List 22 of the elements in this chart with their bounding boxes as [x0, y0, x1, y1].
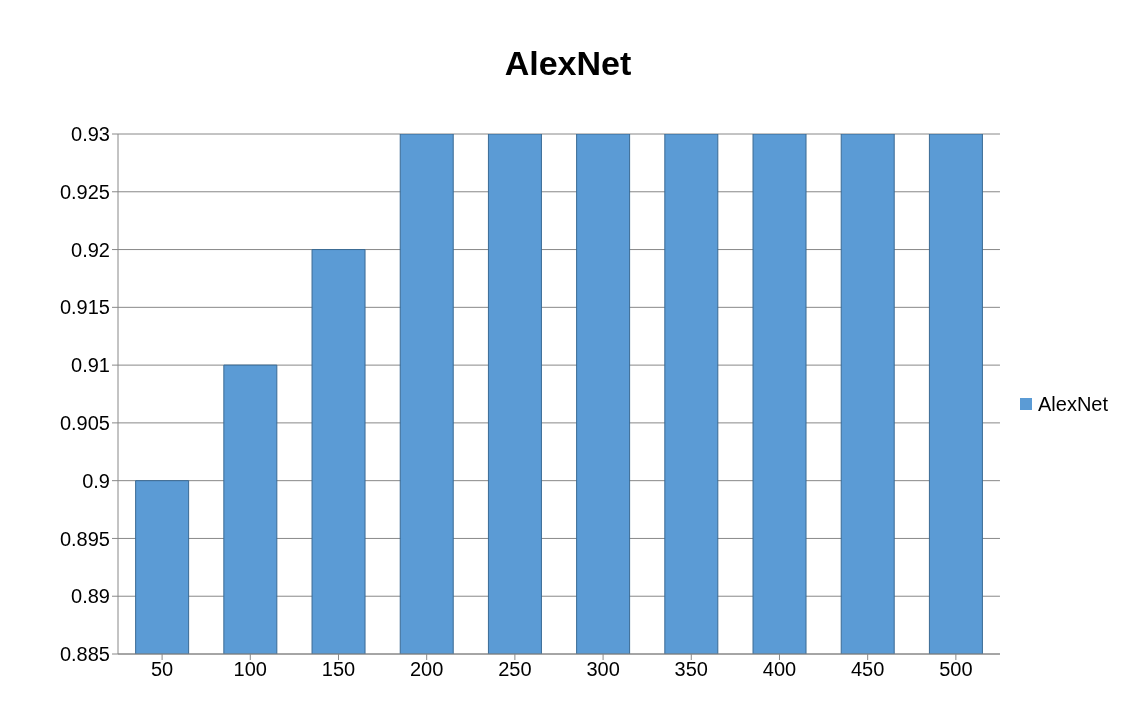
- y-tick-label: 0.92: [71, 238, 110, 261]
- chart-title: AlexNet: [503, 43, 633, 84]
- x-tick-label: 500: [939, 658, 973, 681]
- x-tick-label: 200: [410, 658, 444, 681]
- y-tick-label: 0.9: [82, 469, 110, 492]
- x-tick-label: 50: [150, 658, 174, 681]
- y-tick-label: 0.905: [59, 411, 110, 434]
- x-tick-label: 150: [321, 658, 356, 681]
- y-tick-label: 0.89: [71, 585, 110, 608]
- x-tick-label: 100: [233, 658, 267, 681]
- y-tick-label: 0.915: [59, 296, 110, 319]
- y-tick-label: 0.895: [59, 527, 110, 550]
- x-tick-label: 250: [498, 658, 532, 681]
- x-tick-label: 300: [586, 658, 620, 681]
- text: AlexNet: [1037, 392, 1108, 416]
- x-tick-label: 350: [674, 658, 708, 681]
- y-tick-label: 0.885: [59, 643, 110, 666]
- y-tick-label: 0.91: [71, 354, 110, 377]
- x-tick-label: 400: [762, 658, 797, 681]
- y-tick-label: 0.925: [59, 180, 110, 203]
- x-tick-label: 450: [850, 658, 885, 681]
- y-tick-label: 0.93: [71, 123, 110, 146]
